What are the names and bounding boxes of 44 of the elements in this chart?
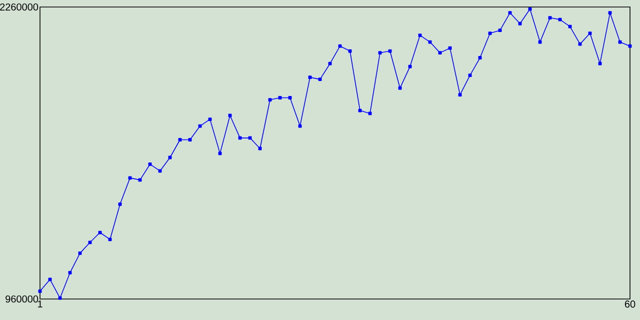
y-tick-label: 960000 xyxy=(6,295,38,303)
point xyxy=(128,176,132,180)
point xyxy=(488,32,492,35)
point xyxy=(268,98,272,102)
point xyxy=(58,296,62,300)
point xyxy=(118,202,122,206)
point xyxy=(188,138,192,142)
point xyxy=(548,16,552,20)
point xyxy=(318,78,322,82)
point xyxy=(218,152,222,156)
point xyxy=(338,44,342,48)
point xyxy=(518,22,522,26)
point xyxy=(578,42,582,46)
point xyxy=(278,96,282,100)
point xyxy=(558,18,562,22)
point xyxy=(378,51,382,55)
point xyxy=(328,62,332,66)
point xyxy=(88,240,92,244)
point xyxy=(248,136,252,140)
point xyxy=(418,34,422,37)
point xyxy=(238,136,242,140)
x-tick-label: 60 xyxy=(624,300,636,308)
point xyxy=(68,271,72,274)
point xyxy=(288,96,292,100)
point xyxy=(208,118,212,122)
point xyxy=(78,251,82,255)
point xyxy=(148,162,152,166)
y-tick-label: 2260000 xyxy=(0,3,38,11)
point xyxy=(308,76,312,79)
point xyxy=(628,44,632,48)
x-tick-label: 1 xyxy=(38,300,42,308)
point xyxy=(508,11,512,15)
point xyxy=(588,32,592,35)
point xyxy=(438,51,442,55)
point xyxy=(178,138,182,142)
point xyxy=(448,46,452,50)
point xyxy=(598,62,602,66)
point xyxy=(498,28,502,32)
point xyxy=(468,74,472,77)
point xyxy=(608,11,612,15)
point xyxy=(38,289,42,293)
point xyxy=(478,56,482,60)
point xyxy=(458,93,462,97)
point xyxy=(398,86,402,90)
